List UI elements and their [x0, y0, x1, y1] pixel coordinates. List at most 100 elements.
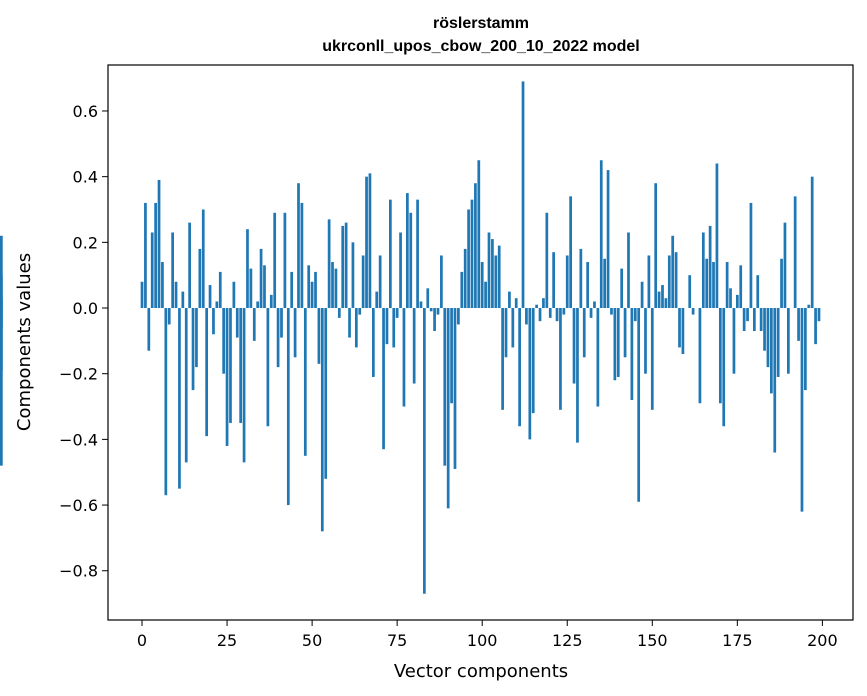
bar-component-5 — [157, 179, 161, 309]
bar-component-36 — [263, 265, 266, 309]
plot-area-frame — [107, 64, 854, 621]
bar-component-98 — [474, 183, 477, 309]
bar-component-70 — [378, 255, 382, 309]
bar-component-42 — [283, 212, 287, 309]
x-tick-label: 100 — [467, 631, 498, 650]
bar-component-80 — [412, 308, 416, 384]
bar-component-137 — [606, 170, 610, 309]
bar-component-178 — [746, 308, 749, 322]
bar-component-40 — [276, 308, 280, 368]
bar-component-131 — [586, 262, 590, 309]
bar-component-142 — [623, 308, 627, 358]
bar-component-110 — [514, 298, 518, 309]
bar-component-134 — [596, 308, 600, 407]
bar-component-195 — [804, 308, 807, 391]
bar-component-184 — [766, 308, 770, 368]
bar-component-63 — [354, 308, 358, 348]
bar-component-192 — [793, 196, 797, 309]
bar-component-153 — [661, 285, 664, 309]
bar-component-187 — [776, 308, 780, 377]
bar-component-101 — [484, 281, 487, 309]
bar-component-169 — [715, 163, 719, 309]
bar-component-67 — [368, 173, 372, 309]
bar-component-159 — [681, 308, 685, 354]
bar-component-114 — [528, 308, 532, 440]
x-tick-label: 0 — [137, 631, 147, 650]
bar-component-75 — [395, 308, 399, 318]
bar-component-194 — [800, 308, 804, 512]
bar-component-12 — [181, 291, 185, 309]
bar-component-171 — [722, 308, 726, 427]
bar-component-145 — [633, 308, 637, 322]
y-axis-ticks: −0.8 −0.6 −0.4 −0.2 0.0 0.2 0.4 0.6 — [59, 102, 108, 581]
bar-component-123 — [559, 308, 562, 410]
bar-component-56 — [331, 262, 334, 309]
bar-component-82 — [419, 301, 423, 309]
bar-component-27 — [232, 281, 236, 309]
bar-component-86 — [433, 308, 436, 332]
bar-component-99 — [477, 160, 481, 309]
bar-component-124 — [562, 308, 566, 315]
bar-component-147 — [640, 281, 644, 309]
bar-component-23 — [218, 271, 222, 309]
bar-component-62 — [351, 242, 355, 309]
bar-component-182 — [759, 308, 763, 332]
bar-component-59 — [341, 225, 345, 309]
bar-component-118 — [542, 298, 545, 309]
bar-component-94 — [460, 271, 464, 309]
bar-component-71 — [382, 308, 385, 450]
bar-component-105 — [497, 245, 501, 309]
bar-component-49 — [307, 265, 311, 309]
bar-component-39 — [273, 212, 277, 309]
bar-component-188 — [780, 258, 783, 309]
bar-component-66 — [365, 176, 368, 309]
x-tick-label: 75 — [387, 631, 407, 650]
bar-component-92 — [453, 308, 457, 469]
bar-component-16 — [195, 308, 198, 368]
bar-component-83 — [423, 308, 426, 594]
x-axis-label: Vector components — [394, 661, 568, 682]
bar-component-55 — [327, 219, 331, 309]
bar-component-103 — [491, 239, 494, 309]
bar-component-35 — [259, 248, 263, 309]
bar-component-143 — [627, 232, 630, 309]
bar-component-31 — [246, 229, 249, 309]
bar-component-115 — [531, 308, 535, 414]
bar-component-38 — [269, 294, 273, 309]
bar-component-196 — [807, 304, 811, 309]
bar-component-152 — [657, 291, 661, 309]
bar-component-112 — [521, 81, 525, 309]
bar-component-151 — [654, 183, 658, 309]
y-tick-label: −0.4 — [59, 430, 98, 449]
bar-component-11 — [178, 308, 181, 489]
bar-component-129 — [579, 248, 583, 309]
bar-component-89 — [443, 308, 447, 466]
bar-component-158 — [678, 308, 681, 348]
bar-component-28 — [235, 308, 239, 338]
bar-component-128 — [576, 308, 579, 443]
bar-component-100 — [480, 262, 484, 309]
bar-component-90 — [446, 308, 450, 509]
bar-component-181 — [756, 275, 760, 309]
bar-component-undefined — [0, 235, 3, 309]
bar-component-50 — [310, 281, 314, 309]
bar-component-76 — [399, 232, 402, 309]
bar-component-130 — [582, 308, 586, 358]
bar-component-84 — [426, 288, 430, 309]
bar-component-198 — [814, 308, 817, 345]
bar-component-97 — [470, 199, 474, 309]
bar-component-19 — [205, 308, 209, 437]
bar-component-162 — [691, 308, 695, 315]
bar-component-34 — [256, 301, 260, 309]
bar-component-3 — [150, 232, 154, 309]
x-axis-ticks: 0 25 50 75 100 125 150 175 200 — [137, 620, 838, 650]
bar-component-167 — [708, 225, 712, 309]
bar-component-78 — [406, 193, 409, 309]
bar-component-197 — [810, 176, 814, 309]
bar-component-150 — [650, 308, 654, 410]
chart-title-line-1: röslerstamm — [433, 15, 529, 32]
bar-component-154 — [664, 298, 668, 309]
x-tick-label: 175 — [722, 631, 753, 650]
bar-component-183 — [763, 308, 766, 351]
